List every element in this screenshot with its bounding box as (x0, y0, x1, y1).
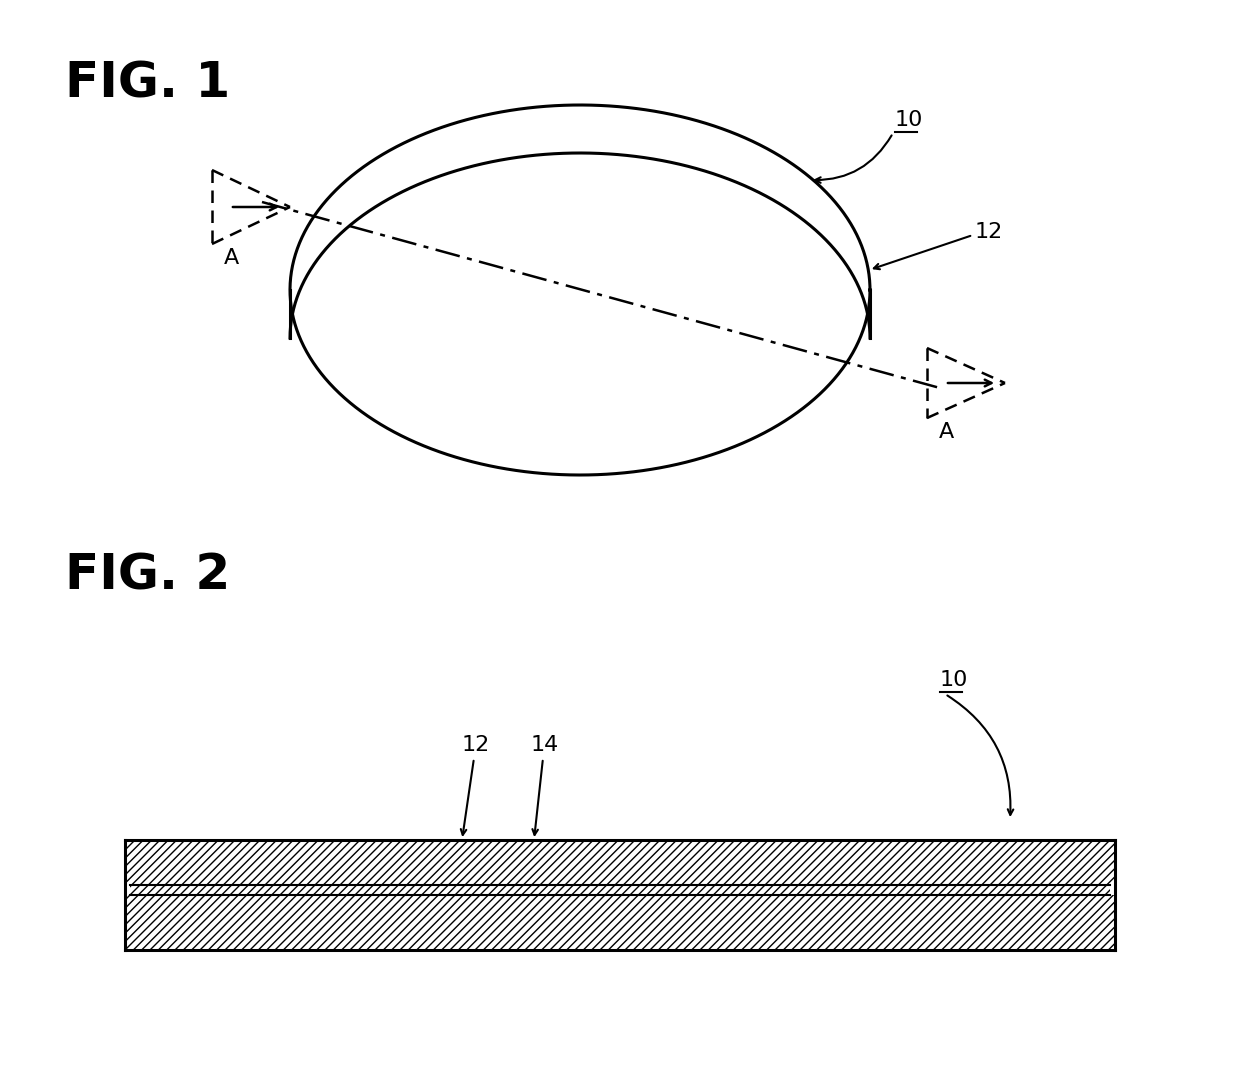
Text: FIG. 2: FIG. 2 (64, 552, 231, 600)
Text: 12: 12 (461, 735, 490, 755)
Text: 10: 10 (940, 670, 968, 690)
Text: 10: 10 (895, 110, 924, 130)
Bar (130, 885, 1110, 895)
Text: A: A (224, 248, 239, 268)
Bar (125, 840, 1115, 885)
Bar (130, 885, 1110, 895)
Text: 12: 12 (975, 222, 1003, 242)
Text: FIG. 1: FIG. 1 (64, 60, 231, 108)
Text: A: A (939, 423, 955, 442)
Bar (125, 895, 1115, 950)
Text: 14: 14 (531, 735, 559, 755)
